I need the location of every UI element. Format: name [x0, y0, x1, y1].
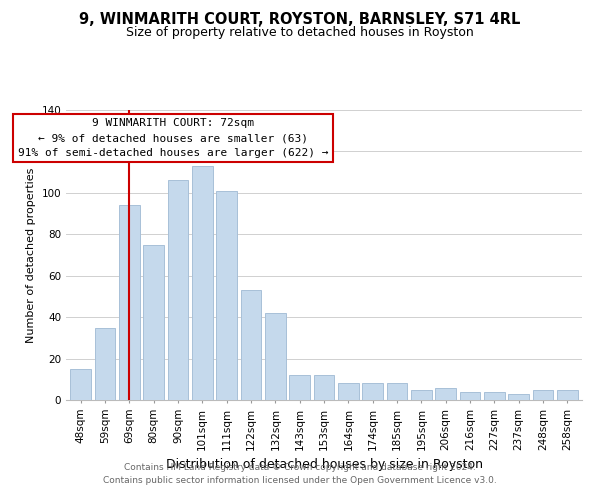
- Bar: [484, 392, 505, 400]
- Text: Size of property relative to detached houses in Royston: Size of property relative to detached ho…: [126, 26, 474, 39]
- Bar: [192, 166, 212, 400]
- Bar: [557, 390, 578, 400]
- Bar: [265, 313, 286, 400]
- Bar: [436, 388, 456, 400]
- Bar: [314, 375, 334, 400]
- Bar: [338, 384, 359, 400]
- Bar: [460, 392, 481, 400]
- Bar: [508, 394, 529, 400]
- Bar: [289, 375, 310, 400]
- Bar: [533, 390, 553, 400]
- Text: Contains public sector information licensed under the Open Government Licence v3: Contains public sector information licen…: [103, 476, 497, 485]
- X-axis label: Distribution of detached houses by size in Royston: Distribution of detached houses by size …: [166, 458, 482, 471]
- Bar: [119, 206, 140, 400]
- Bar: [362, 384, 383, 400]
- Text: 9, WINMARITH COURT, ROYSTON, BARNSLEY, S71 4RL: 9, WINMARITH COURT, ROYSTON, BARNSLEY, S…: [79, 12, 521, 28]
- Bar: [167, 180, 188, 400]
- Bar: [70, 369, 91, 400]
- Bar: [241, 290, 262, 400]
- Bar: [95, 328, 115, 400]
- Bar: [411, 390, 432, 400]
- Text: 9 WINMARITH COURT: 72sqm
← 9% of detached houses are smaller (63)
91% of semi-de: 9 WINMARITH COURT: 72sqm ← 9% of detache…: [18, 118, 328, 158]
- Bar: [216, 191, 237, 400]
- Bar: [386, 384, 407, 400]
- Text: Contains HM Land Registry data © Crown copyright and database right 2024.: Contains HM Land Registry data © Crown c…: [124, 464, 476, 472]
- Y-axis label: Number of detached properties: Number of detached properties: [26, 168, 36, 342]
- Bar: [143, 244, 164, 400]
